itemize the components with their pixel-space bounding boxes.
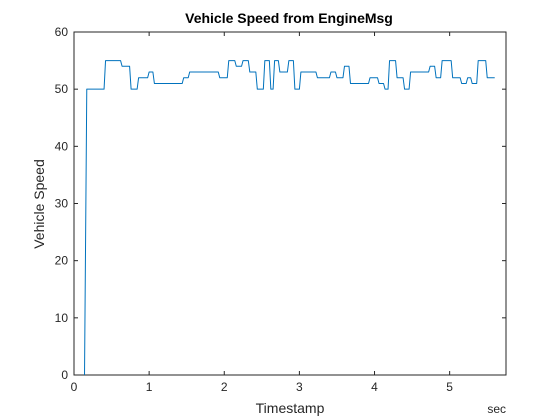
y-tick-label-5: 50 [55, 82, 69, 96]
x-tick-label-1: 1 [146, 380, 153, 394]
x-tick-label-5: 5 [446, 380, 453, 394]
y-tick-label-4: 40 [55, 139, 69, 153]
y-tick-label-2: 20 [55, 254, 69, 268]
x-axis-label: Timestamp [256, 400, 325, 416]
chart-title: Vehicle Speed from EngineMsg [185, 10, 393, 26]
plot-area [73, 31, 507, 376]
y-tick-label-6: 60 [55, 25, 69, 39]
speed-series-line [84, 60, 495, 376]
x-tick-label-4: 4 [371, 380, 378, 394]
x-tick-label-2: 2 [221, 380, 228, 394]
y-tick-label-1: 10 [55, 311, 69, 325]
y-tick-label-3: 30 [55, 197, 69, 211]
y-tick-label-0: 0 [61, 368, 68, 382]
x-axis-unit-label: sec [487, 402, 506, 416]
x-tick-label-0: 0 [71, 380, 78, 394]
axis-ticks [73, 31, 506, 376]
x-tick-label-3: 3 [296, 380, 303, 394]
y-axis-label: Vehicle Speed [31, 159, 47, 249]
